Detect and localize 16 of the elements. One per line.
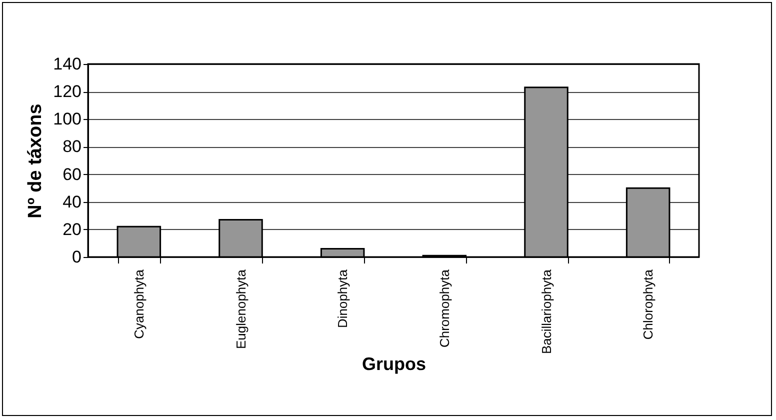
y-tick-label: 120 [53,82,82,102]
x-tick-label: Dinophyta [335,268,350,328]
x-tick-label: Chlorophyta [640,268,656,340]
x-tick-label: Euglenophyta [233,268,248,350]
y-axis-title: Nº de táxons [25,104,46,218]
y-tick-label: 0 [72,248,82,266]
x-axis-title: Grupos [362,354,426,374]
y-tick-label: 100 [53,110,82,129]
y-tick-label: 60 [62,164,82,184]
y-tick-label: 20 [62,220,82,239]
x-tick-label: Bacillariophyta [538,268,554,354]
x-tick-label: Cyanophyta [131,268,146,339]
y-tick-label: 140 [53,54,82,74]
y-tick-label: 80 [62,137,82,156]
y-tick-label: 40 [62,192,82,212]
x-tick-label: Chromophyta [436,268,452,348]
